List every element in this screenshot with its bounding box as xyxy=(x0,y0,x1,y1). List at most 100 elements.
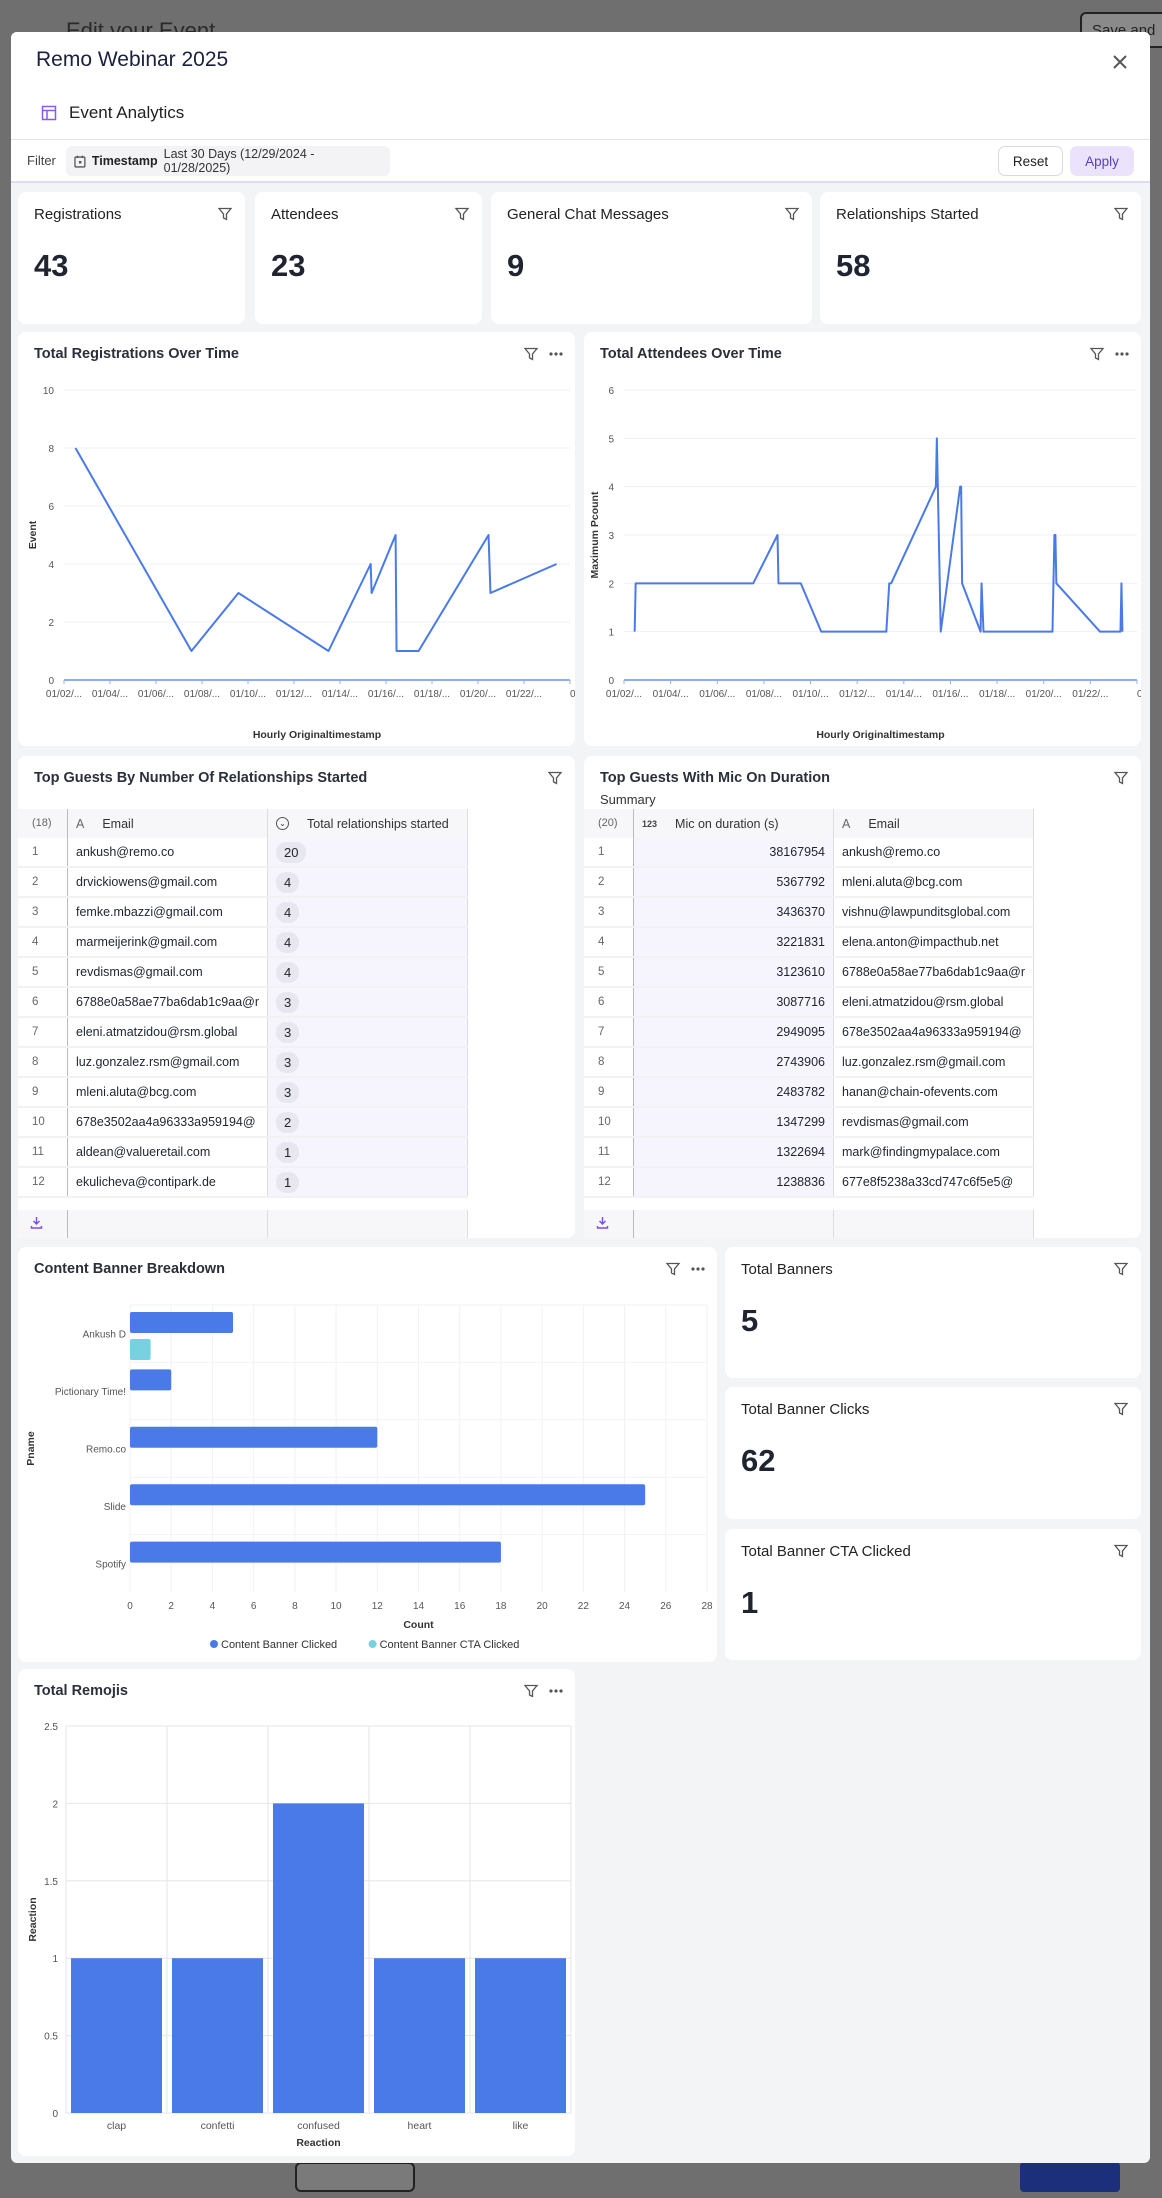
kpi-value: 23 xyxy=(271,248,306,283)
table-row[interactable]: 11 1322694 mark@findingmypalace.com xyxy=(584,1138,1034,1168)
table-row[interactable]: 12 1238836 677e8f5238a33cd747c6f5e5@ xyxy=(584,1168,1034,1198)
table-row[interactable]: 4 3221831 elena.anton@impacthub.net xyxy=(584,928,1034,958)
kpi-value: 62 xyxy=(741,1443,776,1478)
filter-icon[interactable] xyxy=(454,206,470,222)
bar-heart xyxy=(374,1958,465,2113)
table-row[interactable]: 8 2743906 luz.gonzalez.rsm@gmail.com xyxy=(584,1048,1034,1078)
filter-icon[interactable] xyxy=(784,206,800,222)
x-tick-label: 01/02/... xyxy=(606,689,642,700)
table-row[interactable]: 1 38167954 ankush@remo.co xyxy=(584,838,1034,868)
table-row[interactable]: 12 ekulicheva@contipark.de 1 xyxy=(18,1168,468,1198)
x-tick-label: 01/14/... xyxy=(322,689,358,700)
x-tick-label: 12 xyxy=(372,1601,384,1612)
filter-icon[interactable] xyxy=(1113,770,1129,786)
background-back-button[interactable] xyxy=(295,2162,415,2192)
close-icon[interactable] xyxy=(1108,50,1132,74)
table-cell: 4 xyxy=(268,898,468,926)
data-table: (18) A Email ⌄ Total relationships started 1 a… xyxy=(18,809,575,1238)
column-label: Email xyxy=(868,816,900,831)
table-row[interactable]: 8 luz.gonzalez.rsm@gmail.com 3 xyxy=(18,1048,468,1078)
table-row[interactable]: 2 drvickiowens@gmail.com 4 xyxy=(18,868,468,898)
table-title: Top Guests By Number Of Relationships St… xyxy=(34,770,368,786)
filter-icon[interactable] xyxy=(547,770,563,786)
column-header[interactable]: A Email xyxy=(68,809,268,838)
x-tick-label: 01/04/... xyxy=(653,689,689,700)
more-options-icon[interactable] xyxy=(547,346,565,362)
category-label: Slide xyxy=(104,1502,127,1513)
table-row[interactable]: 7 eleni.atmatzidou@rsm.global 3 xyxy=(18,1018,468,1048)
table-cell: 2483782 xyxy=(634,1078,834,1106)
filter-icon[interactable] xyxy=(523,1683,539,1699)
table-cell: hanan@chain-ofevents.com xyxy=(834,1078,1034,1106)
table-row[interactable]: 5 3123610 6788e0a58ae77ba6dab1c9aa@r xyxy=(584,958,1034,988)
kpi-value: 43 xyxy=(34,248,69,283)
table-row[interactable]: 11 aldean@valueretail.com 1 xyxy=(18,1138,468,1168)
table-cell: 678e3502aa4a96333a959194@ xyxy=(68,1108,268,1136)
column-header[interactable]: ⌄ Total relationships started xyxy=(268,809,468,838)
row-number: 3 xyxy=(584,898,634,926)
x-tick-label: 4 xyxy=(210,1601,216,1612)
row-number: 7 xyxy=(584,1018,634,1046)
count-pill: 1 xyxy=(276,1141,300,1163)
download-icon[interactable] xyxy=(584,1210,634,1238)
row-number: 1 xyxy=(584,838,634,866)
y-tick-label: 5 xyxy=(608,434,614,445)
table-row[interactable]: 10 1347299 revdismas@gmail.com xyxy=(584,1108,1034,1138)
filter-icon[interactable] xyxy=(1113,206,1129,222)
more-options-icon[interactable] xyxy=(1113,346,1131,362)
category-label: Pictionary Time! xyxy=(55,1387,126,1398)
number-type-icon: 123 xyxy=(642,818,658,829)
bar-pictionary-time--clicked xyxy=(130,1369,172,1391)
x-tick-label: 01/08/... xyxy=(746,689,782,700)
category-label: heart xyxy=(408,2120,432,2132)
x-tick-label: 01/10/... xyxy=(792,689,828,700)
table-body[interactable]: 1 ankush@remo.co 20 2 drvickiowens@gmail.com… xyxy=(18,838,468,1210)
table-cell: 3 xyxy=(268,988,468,1016)
row-number: 4 xyxy=(18,928,68,956)
category-label: Remo.co xyxy=(86,1445,126,1456)
more-options-icon[interactable] xyxy=(689,1261,707,1277)
more-options-icon[interactable] xyxy=(547,1683,565,1699)
apply-button[interactable]: Apply xyxy=(1070,146,1134,176)
table-cell: ankush@remo.co xyxy=(834,838,1034,866)
filter-icon[interactable] xyxy=(1113,1401,1129,1417)
table-cell: 3123610 xyxy=(634,958,834,986)
bar-spotify-clicked xyxy=(130,1541,501,1563)
table-row[interactable]: 2 5367792 mleni.aluta@bcg.com xyxy=(584,868,1034,898)
filter-icon[interactable] xyxy=(1113,1261,1129,1277)
y-tick-label: 0 xyxy=(608,676,614,687)
background-next-button[interactable] xyxy=(1020,2162,1120,2192)
filter-icon[interactable] xyxy=(523,346,539,362)
table-row[interactable]: 9 2483782 hanan@chain-ofevents.com xyxy=(584,1078,1034,1108)
table-row[interactable]: 3 3436370 vishnu@lawpunditsglobal.com xyxy=(584,898,1034,928)
x-tick-label: 8 xyxy=(292,1601,298,1612)
table-row[interactable]: 6 6788e0a58ae77ba6dab1c9aa@r 3 xyxy=(18,988,468,1018)
filter-icon[interactable] xyxy=(1089,346,1105,362)
table-row[interactable]: 3 femke.mbazzi@gmail.com 4 xyxy=(18,898,468,928)
table-row[interactable]: 7 2949095 678e3502aa4a96333a959194@ xyxy=(584,1018,1034,1048)
table-body[interactable]: 1 38167954 ankush@remo.co 2 5367792 mleni.alu… xyxy=(584,838,1034,1210)
table-row[interactable]: 5 revdismas@gmail.com 4 xyxy=(18,958,468,988)
relationships-table-card: Top Guests By Number Of Relationships St… xyxy=(18,756,575,1238)
column-header[interactable]: A Email xyxy=(834,809,1034,838)
table-cell: 1238836 xyxy=(634,1168,834,1196)
bar-confetti xyxy=(172,1958,263,2113)
table-row[interactable]: 10 678e3502aa4a96333a959194@ 2 xyxy=(18,1108,468,1138)
banner-breakdown-card: Content Banner Breakdown 0 2 4 6 8 10 12 14 16 18… xyxy=(18,1247,717,1662)
table-cell: elena.anton@impacthub.net xyxy=(834,928,1034,956)
table-cell: 2 xyxy=(268,1108,468,1136)
filter-icon[interactable] xyxy=(665,1261,681,1277)
timestamp-filter-chip[interactable]: Timestamp Last 30 Days (12/29/2024 - 01/… xyxy=(66,146,390,176)
table-row[interactable]: 4 marmeijerink@gmail.com 4 xyxy=(18,928,468,958)
table-row[interactable]: 9 mleni.aluta@bcg.com 3 xyxy=(18,1078,468,1108)
filter-icon[interactable] xyxy=(217,206,233,222)
x-axis-title: Hourly Originaltimestamp xyxy=(816,729,944,741)
row-number: 9 xyxy=(18,1078,68,1106)
legend-marker xyxy=(210,1640,218,1648)
reset-button[interactable]: Reset xyxy=(998,146,1063,176)
column-header[interactable]: 123 Mic on duration (s) xyxy=(634,809,834,838)
filter-icon[interactable] xyxy=(1113,1543,1129,1559)
table-row[interactable]: 1 ankush@remo.co 20 xyxy=(18,838,468,868)
table-row[interactable]: 6 3087716 eleni.atmatzidou@rsm.global xyxy=(584,988,1034,1018)
download-icon[interactable] xyxy=(18,1210,68,1238)
